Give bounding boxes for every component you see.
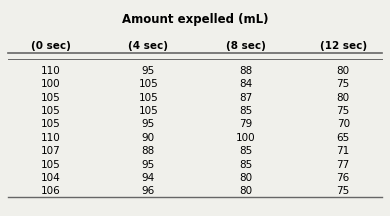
Text: (12 sec): (12 sec) — [320, 41, 367, 51]
Text: 105: 105 — [41, 93, 60, 103]
Text: 100: 100 — [41, 79, 60, 89]
Text: (0 sec): (0 sec) — [31, 41, 71, 51]
Text: 88: 88 — [239, 66, 252, 76]
Text: 110: 110 — [41, 66, 60, 76]
Text: 85: 85 — [239, 160, 252, 170]
Text: 107: 107 — [41, 146, 60, 156]
Text: (8 sec): (8 sec) — [226, 41, 266, 51]
Text: 84: 84 — [239, 79, 252, 89]
Text: 105: 105 — [41, 160, 60, 170]
Text: 85: 85 — [239, 106, 252, 116]
Text: 100: 100 — [236, 133, 255, 143]
Text: 96: 96 — [142, 186, 155, 196]
Text: 95: 95 — [142, 66, 155, 76]
Text: 77: 77 — [337, 160, 350, 170]
Text: 71: 71 — [337, 146, 350, 156]
Text: 80: 80 — [337, 66, 350, 76]
Text: Amount expelled (mL): Amount expelled (mL) — [122, 13, 268, 26]
Text: (4 sec): (4 sec) — [128, 41, 168, 51]
Text: 95: 95 — [142, 160, 155, 170]
Text: 65: 65 — [337, 133, 350, 143]
Text: 80: 80 — [337, 93, 350, 103]
Text: 80: 80 — [239, 186, 252, 196]
Text: 85: 85 — [239, 146, 252, 156]
Text: 105: 105 — [138, 93, 158, 103]
Text: 105: 105 — [138, 79, 158, 89]
Text: 76: 76 — [337, 173, 350, 183]
Text: 94: 94 — [142, 173, 155, 183]
Text: 88: 88 — [142, 146, 155, 156]
Text: 110: 110 — [41, 133, 60, 143]
Text: 75: 75 — [337, 106, 350, 116]
Text: 70: 70 — [337, 119, 350, 129]
Text: 90: 90 — [142, 133, 155, 143]
Text: 87: 87 — [239, 93, 252, 103]
Text: 106: 106 — [41, 186, 60, 196]
Text: 95: 95 — [142, 119, 155, 129]
Text: 75: 75 — [337, 186, 350, 196]
Text: 105: 105 — [138, 106, 158, 116]
Text: 79: 79 — [239, 119, 252, 129]
Text: 75: 75 — [337, 79, 350, 89]
Text: 105: 105 — [41, 106, 60, 116]
Text: 80: 80 — [239, 173, 252, 183]
Text: 104: 104 — [41, 173, 60, 183]
Text: 105: 105 — [41, 119, 60, 129]
